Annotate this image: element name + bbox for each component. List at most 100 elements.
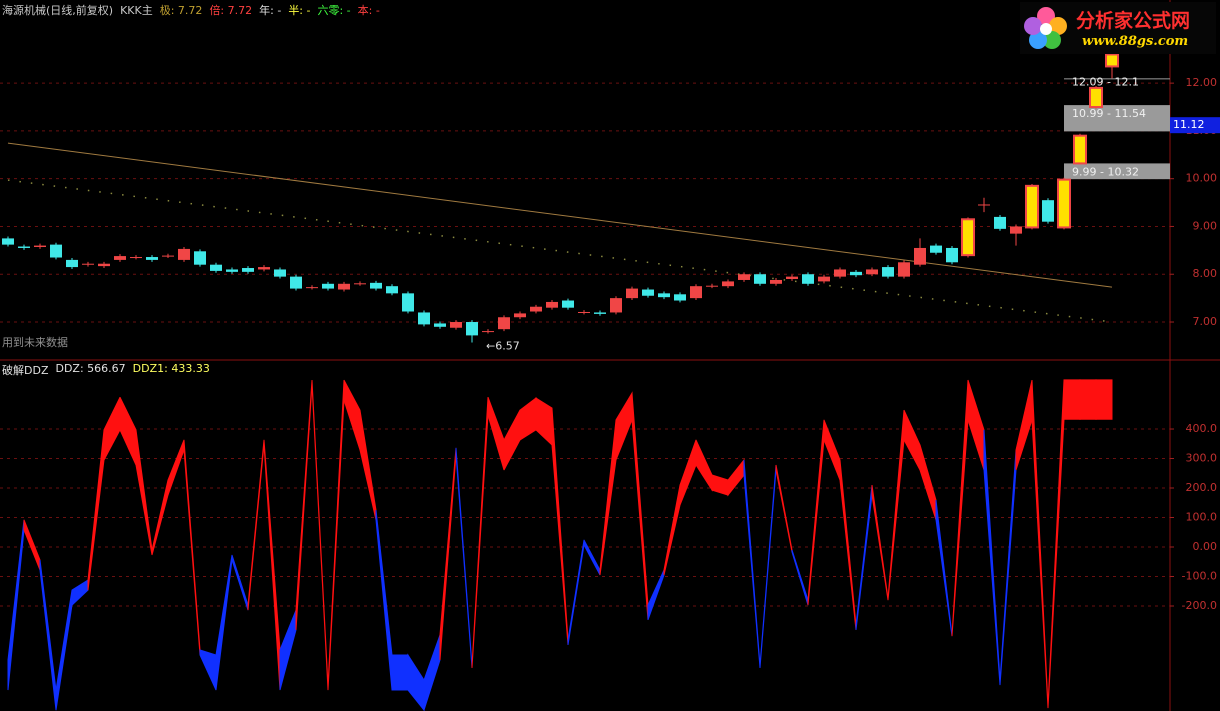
candle-body	[1089, 86, 1103, 109]
header-item: KKK主	[120, 4, 153, 17]
candle-body	[882, 267, 894, 277]
header-item: 年: -	[259, 4, 282, 17]
candle-body	[18, 246, 30, 248]
header: 海源机械(日线,前复权) KKK主 极: 7.72 倍: 7.72 年: - 半: - 六零…	[2, 2, 380, 18]
price-zone	[1064, 78, 1170, 80]
candle-body	[1010, 226, 1022, 234]
candle-body	[290, 276, 302, 289]
candle-body	[370, 282, 382, 289]
candle-body	[850, 271, 862, 276]
candle-body	[466, 322, 478, 336]
annotation: ←6.57	[486, 340, 520, 353]
candle-body	[770, 279, 782, 284]
price-marker	[1170, 117, 1220, 134]
header-item: DDZ: 566.67	[55, 362, 126, 375]
y-tick-label: 7.00	[1193, 315, 1218, 328]
candle-body	[914, 247, 926, 265]
y-tick-label: 12.00	[1186, 76, 1218, 89]
candle-body	[1073, 134, 1087, 165]
lower-header: 破解DDZ DDZ: 566.67 DDZ1: 433.33	[2, 362, 210, 378]
candle-body	[258, 267, 270, 270]
candle-body	[130, 257, 142, 259]
ddz-band	[1063, 379, 1081, 420]
candle-body	[274, 269, 286, 277]
candle-body	[402, 293, 414, 312]
candle-body	[978, 204, 990, 206]
y-tick-label: 400.0	[1186, 422, 1218, 435]
header-item: 本: -	[357, 4, 380, 17]
candle-body	[482, 331, 494, 333]
candle-body	[642, 289, 654, 296]
logo-url: www.88gs.com	[1082, 34, 1189, 49]
logo-icon	[1024, 7, 1067, 49]
y-tick-label: 200.0	[1186, 481, 1218, 494]
candle-body	[578, 311, 590, 313]
header-item: 六零: -	[317, 4, 351, 17]
candle-body	[418, 312, 430, 325]
y-tick-label: 0.00	[1193, 540, 1218, 553]
header-item: 极: 7.72	[159, 4, 203, 17]
candle-body	[594, 312, 606, 314]
zone-label: 9.99 - 10.32	[1072, 165, 1139, 178]
price-zone	[1064, 105, 1170, 132]
candle-body	[338, 283, 350, 290]
candle-body	[961, 218, 975, 257]
candle-body	[898, 262, 910, 277]
candle-body	[1042, 200, 1054, 222]
y-tick-label: -100.0	[1182, 569, 1217, 582]
candle-body	[610, 298, 622, 313]
logo-title: 分析家公式网	[1076, 10, 1191, 32]
candle-body	[114, 256, 126, 260]
candle-body	[498, 317, 510, 330]
candle-body	[98, 263, 110, 267]
y-tick-label: 100.0	[1186, 511, 1218, 524]
footer-note: 用到未来数据	[2, 335, 68, 349]
candle-body	[930, 245, 942, 253]
candle-body	[946, 247, 958, 263]
candle-body	[1105, 53, 1119, 68]
candle-body	[866, 269, 878, 275]
y-tick-label: 9.00	[1193, 219, 1218, 232]
candle-body	[818, 276, 830, 282]
ddz-band	[391, 654, 409, 691]
candle-body	[562, 300, 574, 308]
candle-body	[306, 287, 318, 289]
logo: 分析家公式网 www.88gs.com	[1020, 2, 1216, 54]
y-tick-label: -200.0	[1182, 599, 1217, 612]
candle-body	[146, 257, 158, 260]
header-item: 半: -	[288, 4, 311, 17]
trend-line	[7, 142, 1113, 288]
candle-body	[434, 323, 446, 327]
candle-body	[386, 286, 398, 294]
candle-body	[658, 293, 670, 298]
candle-body	[50, 244, 62, 258]
price-zone	[1064, 163, 1170, 180]
y-tick-label: 8.00	[1193, 267, 1218, 280]
candle-body	[994, 216, 1006, 229]
candle-body	[226, 269, 238, 272]
candle-body	[754, 274, 766, 284]
candle-body	[1057, 178, 1071, 229]
zone-label: 10.99 - 11.54	[1072, 107, 1146, 120]
zone-label: 12.09 - 12.1	[1072, 75, 1139, 88]
candle-body	[178, 248, 190, 260]
candle-body	[706, 285, 718, 287]
candle-body	[354, 283, 366, 285]
candle-body	[2, 238, 14, 245]
candle-body	[242, 268, 254, 272]
candle-body	[66, 259, 78, 268]
candle-body	[690, 286, 702, 299]
candle-body	[1025, 184, 1039, 229]
ddz-band	[1079, 379, 1097, 420]
candle-body	[834, 269, 846, 277]
candle-body	[514, 313, 526, 318]
candle-body	[626, 288, 638, 299]
header-item: 倍: 7.72	[209, 4, 253, 17]
y-tick-label: 10.00	[1186, 172, 1218, 185]
candle-body	[82, 263, 94, 265]
candle-body	[738, 274, 750, 280]
candle-body	[210, 264, 222, 271]
